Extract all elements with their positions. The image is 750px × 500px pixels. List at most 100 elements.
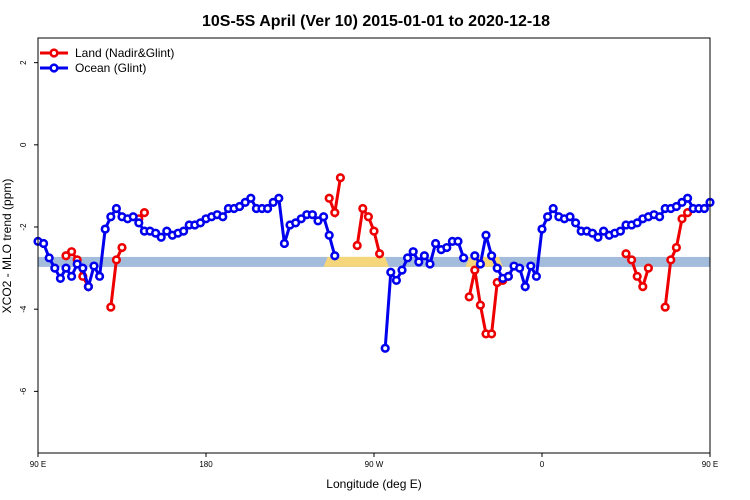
- x-axis-label: Longitude (deg E): [326, 477, 421, 491]
- data-point: [487, 251, 497, 261]
- data-point: [615, 226, 626, 236]
- data-point: [358, 203, 368, 214]
- data-point: [89, 261, 99, 271]
- data-point: [570, 218, 581, 228]
- data-point: [699, 203, 710, 214]
- data-point: [55, 273, 66, 283]
- data-point: [94, 271, 105, 281]
- data-point: [464, 292, 474, 302]
- y-tick-label: -2: [19, 223, 28, 231]
- data-point: [453, 236, 463, 246]
- plot-frame: [37, 37, 711, 454]
- data-point: [632, 271, 642, 281]
- x-tick-label: 0: [540, 460, 545, 469]
- data-point: [598, 226, 609, 236]
- data-point: [470, 265, 480, 275]
- data-point: [514, 263, 525, 273]
- data-point: [638, 281, 648, 292]
- data-point: [324, 193, 334, 203]
- x-tick-label: 90 W: [365, 460, 384, 469]
- data-point: [296, 214, 306, 224]
- y-tick-label: 0: [19, 142, 28, 147]
- data-point: [218, 212, 228, 222]
- data-point: [643, 263, 654, 273]
- x-tick-label: 180: [199, 460, 213, 469]
- y-tick-label: -4: [19, 305, 28, 313]
- y-tick-label: 2: [19, 60, 28, 65]
- data-point: [654, 212, 665, 222]
- data-point: [139, 208, 149, 218]
- data-point: [240, 197, 250, 207]
- data-point: [403, 253, 413, 263]
- data-point: [61, 251, 71, 261]
- data-point: [111, 255, 121, 265]
- data-point: [677, 214, 687, 224]
- data-point: [179, 226, 189, 236]
- data-point: [78, 263, 88, 273]
- legend-item-land: Land (Nadir&Glint): [40, 46, 174, 60]
- legend-marker: [49, 63, 59, 73]
- data-point: [66, 271, 77, 281]
- legend-item-ocean: Ocean (Glint): [40, 61, 146, 75]
- data-point: [291, 218, 301, 228]
- data-point: [414, 257, 424, 267]
- data-point: [235, 201, 245, 212]
- x-axis: 90 E 180 90 W 0 90 E: [30, 453, 718, 469]
- data-point: [106, 302, 116, 312]
- data-point: [503, 271, 514, 281]
- data-point: [335, 173, 346, 183]
- data-point: [671, 242, 682, 253]
- data-point: [677, 197, 687, 207]
- data-point: [487, 329, 497, 339]
- data-point: [380, 343, 390, 353]
- data-point: [397, 265, 407, 275]
- baseline-band: [38, 256, 710, 267]
- data-point: [151, 228, 161, 238]
- series-layer: [33, 173, 715, 353]
- data-point: [313, 216, 323, 226]
- data-point: [682, 193, 693, 203]
- series-land: [61, 173, 693, 339]
- data-point: [128, 212, 138, 222]
- data-point: [492, 263, 502, 273]
- data-point: [50, 263, 60, 273]
- data-point: [195, 218, 205, 228]
- data-point: [666, 255, 676, 265]
- data-point: [268, 197, 278, 207]
- data-point: [375, 249, 385, 259]
- data-point: [44, 253, 54, 263]
- data-point: [419, 251, 430, 261]
- data-point: [632, 218, 642, 228]
- data-point: [431, 238, 441, 249]
- x-tick-label: 90 E: [30, 460, 46, 469]
- data-point: [526, 261, 536, 271]
- data-point: [537, 224, 547, 234]
- data-point: [279, 238, 290, 249]
- x-tick-label: 90 E: [702, 460, 718, 469]
- data-point: [386, 267, 396, 277]
- data-point: [548, 203, 558, 214]
- data-point: [621, 249, 631, 259]
- data-point: [246, 193, 256, 203]
- data-point: [682, 208, 693, 218]
- legend-label: Land (Nadir&Glint): [75, 46, 174, 60]
- data-point: [593, 232, 603, 242]
- data-point: [307, 210, 318, 220]
- data-point: [363, 212, 374, 222]
- data-point: [660, 302, 670, 312]
- y-tick-label: -6: [19, 387, 28, 395]
- data-point: [626, 255, 637, 265]
- data-point: [106, 212, 116, 222]
- data-point: [369, 226, 379, 236]
- data-point: [391, 275, 402, 286]
- data-point: [531, 271, 542, 281]
- data-point: [66, 247, 77, 257]
- data-point: [263, 203, 273, 214]
- chart-title: 10S-5S April (Ver 10) 2015-01-01 to 2020…: [202, 13, 550, 30]
- band-land-segment: [323, 256, 389, 267]
- data-point: [72, 259, 82, 269]
- data-point: [156, 232, 166, 242]
- data-point: [117, 242, 127, 253]
- data-point: [520, 281, 530, 292]
